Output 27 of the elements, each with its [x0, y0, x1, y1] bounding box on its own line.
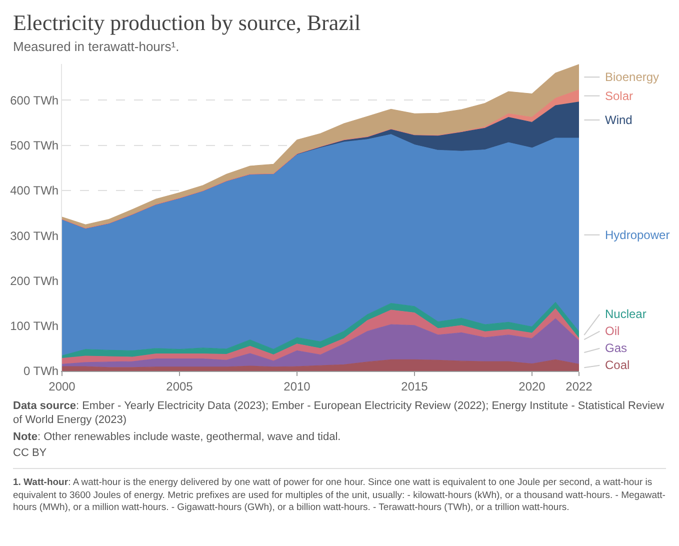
x-tick-label: 2022: [566, 379, 593, 394]
chart-title: Electricity production by source, Brazil: [13, 10, 362, 36]
text: Gas: [605, 341, 628, 355]
text: Wind: [605, 113, 632, 127]
y-tick-label: 500 TWh: [10, 138, 59, 152]
x-tick-label: 2020: [518, 379, 546, 394]
x-tick-label: 2015: [401, 379, 428, 394]
text: Bioenergy: [605, 70, 660, 84]
text: Solar: [605, 89, 634, 103]
chart-subtitle: Measured in terawatt-hours¹.: [13, 39, 180, 54]
text: Coal: [605, 358, 630, 372]
y-tick-label: 400 TWh: [10, 184, 59, 198]
x-tick-label: 2010: [284, 379, 311, 394]
x-tick-label: 2005: [166, 379, 194, 394]
source-note: Data source: Ember - Yearly Electricity Data (2023); Ember - European Electricity Review (2022); Energy Institute - Statistical Review of World Energy (2023): [13, 399, 666, 428]
text: Oil: [605, 324, 620, 338]
y-tick-label: 300 TWh: [10, 228, 59, 243]
y-tick-label: 100 TWh: [10, 319, 59, 334]
text: Hydropower: [605, 228, 670, 242]
text: Note: Other renewables include waste, geothermal, wave and tidal.: [13, 430, 342, 444]
x-tick-label: 2000: [48, 379, 76, 394]
y-tick-label: 600 TWh: [10, 93, 59, 108]
y-tick-label: 0 TWh: [23, 364, 59, 378]
text: CC BY: [13, 446, 48, 460]
text: 1. Watt-hour: A watt-hour is the energy delivered by one watt of power for one hour. Since one watt is equivalent to one Joule per second, a watt-hour is equivalent to 3600 Joules of energy. Metric prefixes are used for multiples of the unit, usually: - kilowatt-hours (kWh), or a thousand watt-hours. - Megawatt-hours (MWh), or a million watt-hours. - Gigawatt-hours (GWh), or a billion watt-hours. - Terawatt-hours (TWh), or a trillion watt-hours.: [13, 468, 666, 514]
text: Nuclear: [605, 307, 646, 321]
y-tick-label: 200 TWh: [10, 274, 59, 288]
